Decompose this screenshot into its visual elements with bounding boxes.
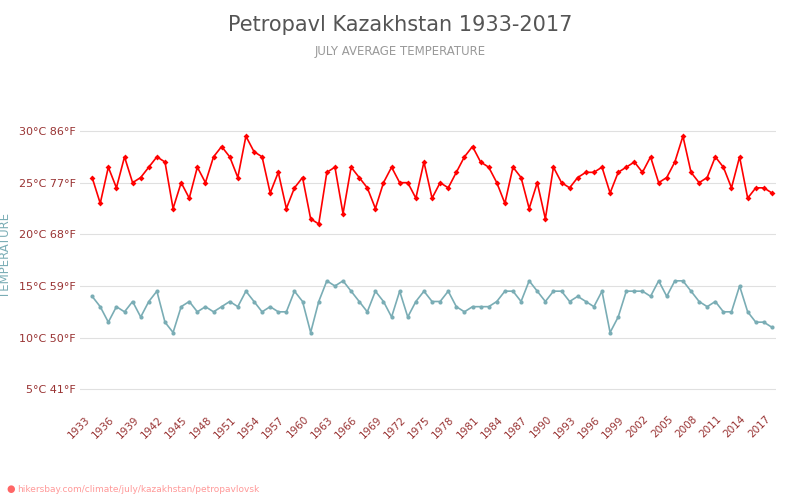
- Text: Petropavl Kazakhstan 1933-2017: Petropavl Kazakhstan 1933-2017: [228, 15, 572, 35]
- Y-axis label: TEMPERATURE: TEMPERATURE: [0, 212, 12, 298]
- Legend: NIGHT, DAY: NIGHT, DAY: [343, 498, 513, 500]
- Text: ●: ●: [6, 484, 15, 494]
- Text: JULY AVERAGE TEMPERATURE: JULY AVERAGE TEMPERATURE: [314, 45, 486, 58]
- Text: hikersbay.com/climate/july/kazakhstan/petropavlovsk: hikersbay.com/climate/july/kazakhstan/pe…: [18, 485, 260, 494]
